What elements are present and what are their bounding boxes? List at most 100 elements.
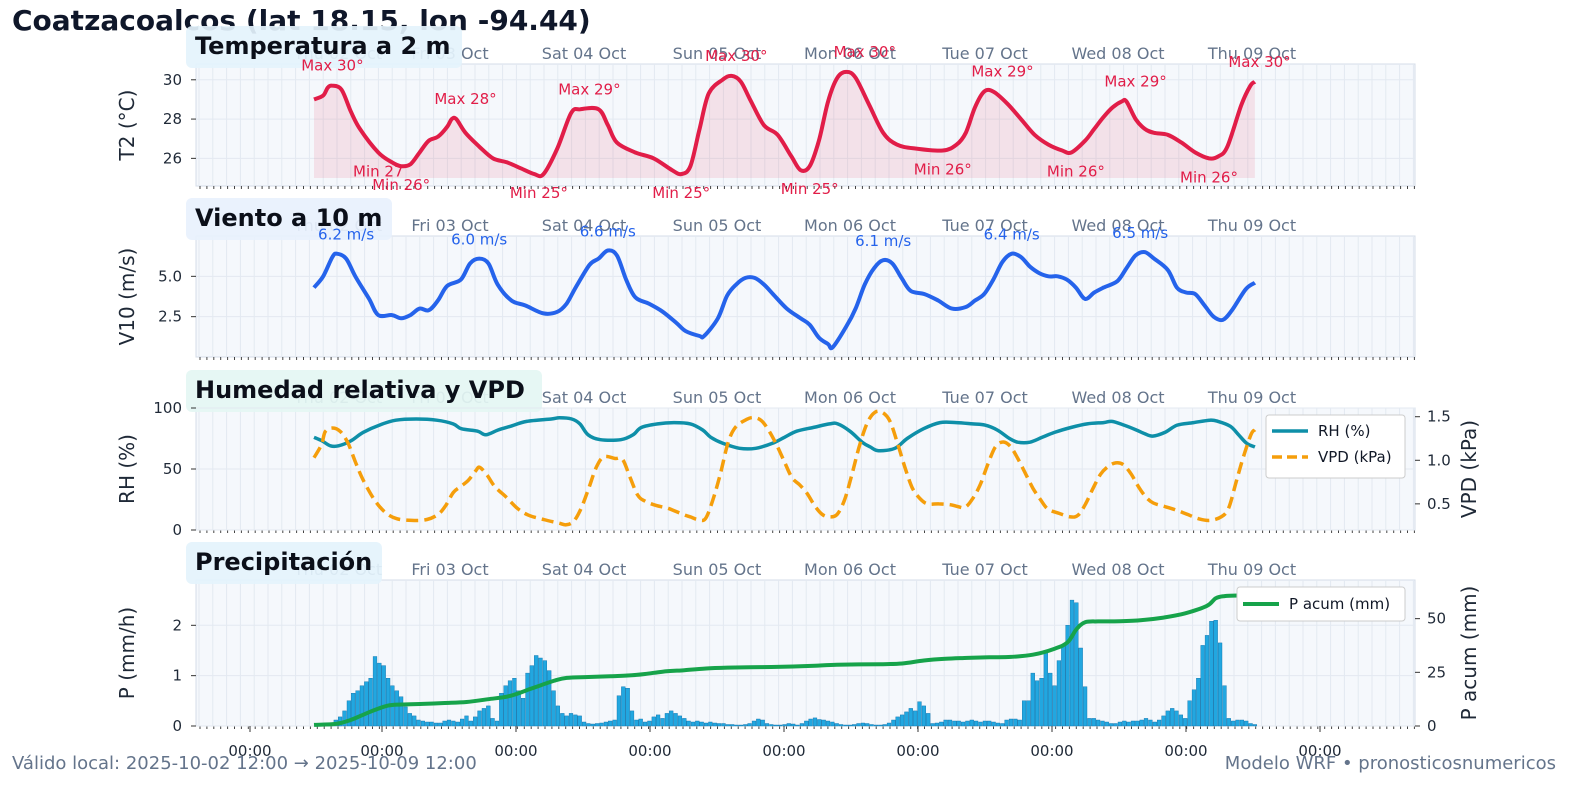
y-tick-label: 0 [172, 717, 182, 735]
precip-bar [446, 719, 452, 727]
precip-bar [420, 720, 425, 727]
precip-bar [952, 720, 957, 727]
precip-bar [873, 724, 879, 727]
precip-bar [886, 722, 892, 727]
precip-bar [1252, 724, 1257, 727]
precip-bar [1239, 719, 1244, 727]
precip-bar [425, 721, 430, 727]
precip-bar [930, 723, 935, 727]
day-label: Tue 07 Oct [941, 388, 1028, 407]
precip-bar [1065, 625, 1070, 727]
precip-bar [690, 721, 696, 727]
precip-bar [987, 720, 992, 727]
precip-bar [442, 720, 447, 727]
temperature-max-label: Max 30° [705, 47, 767, 65]
precip-bar [956, 720, 961, 727]
precip-bar [891, 719, 896, 727]
panel-title: Temperatura a 2 m [195, 32, 451, 60]
precip-bar [1000, 723, 1005, 727]
day-label: Thu 09 Oct [1207, 560, 1296, 579]
precip-bar [359, 685, 364, 727]
precip-bar [542, 660, 547, 727]
wind-max-label: 6.1 m/s [855, 232, 911, 250]
precip-bar [355, 690, 360, 727]
y-tick-label: 30 [163, 71, 182, 89]
precip-bar [429, 721, 434, 727]
y-axis-title: P (mm/h) [115, 607, 139, 699]
precip-bar [1048, 672, 1053, 727]
precip-bar [808, 718, 813, 727]
precip-bar [1235, 719, 1240, 727]
precip-bar [904, 711, 909, 727]
precip-bar [1231, 720, 1236, 727]
precip-bar [1156, 719, 1162, 727]
precip-bar [882, 724, 887, 727]
vpd-line [312, 409, 1257, 527]
precip-bar [664, 713, 669, 727]
precip-bar [991, 721, 996, 727]
precip-bar [1187, 700, 1192, 727]
precip-bar [747, 723, 752, 727]
precip-bar [717, 723, 722, 727]
precip-bar [795, 724, 800, 727]
precip-bar [1034, 680, 1040, 727]
precip-bar [403, 706, 408, 727]
precip-bar [1095, 719, 1101, 727]
rh-line [313, 416, 1256, 453]
precip-bar [1087, 718, 1092, 727]
day-label: Mon 06 Oct [804, 388, 896, 407]
precip-bar [1074, 602, 1079, 727]
precip-bar [721, 723, 726, 727]
precip-bar [769, 724, 774, 727]
precip-bar [1152, 721, 1157, 727]
precip-bar [760, 719, 765, 727]
temperature-min-label: Min 26° [1047, 163, 1105, 181]
precip-bar [974, 720, 979, 727]
temperature-min-label: Min 26° [914, 161, 972, 179]
day-label: Sun 05 Oct [673, 560, 762, 579]
precip-bar [1204, 635, 1210, 727]
y-right-axis-title: VPD (kPa) [1457, 420, 1481, 518]
day-label: Thu 09 Oct [1207, 216, 1296, 235]
temperature-min-label: Min 26° [372, 176, 430, 194]
precip-bar [1213, 620, 1218, 727]
y-right-tick-label: 0 [1427, 717, 1437, 735]
precip-bar [682, 718, 687, 727]
precip-bar [1061, 645, 1066, 727]
day-label: Tue 07 Oct [941, 216, 1028, 235]
precip-bar [1196, 678, 1201, 727]
x-tick-label: 00:00 [1298, 742, 1341, 760]
precip-bar [534, 655, 539, 727]
x-tick-label: 00:00 [360, 742, 403, 760]
temperature-min-label: Min 27 [353, 163, 403, 181]
wind-max-label: 6.4 m/s [984, 226, 1040, 244]
precip-bar [460, 718, 465, 727]
precip-bar [1082, 686, 1088, 727]
precip-bar [608, 720, 613, 727]
precip-bar [704, 722, 709, 727]
precip-bar [734, 724, 739, 727]
precip-bar [1139, 719, 1144, 727]
panel-background [195, 235, 1416, 358]
precip-bar [521, 698, 526, 727]
precip-bar [660, 718, 665, 727]
precip-bar [1183, 718, 1188, 727]
precip-bar [695, 720, 700, 727]
precip-bar [673, 713, 678, 727]
precip-bar [1039, 678, 1044, 727]
precip-bar [817, 719, 822, 727]
legend-acum-label: P acum (mm) [1289, 595, 1390, 613]
valid-period-footer: Válido local: 2025-10-02 12:00 → 2025-10… [12, 753, 477, 774]
precip-bar [843, 724, 848, 727]
y-tick-label: 2.5 [158, 308, 182, 326]
panel-title-tag [186, 198, 392, 240]
precip-bar [751, 720, 757, 727]
precip-bar [834, 723, 839, 727]
y-axis-title: V10 (m/s) [115, 248, 139, 346]
precip-bar [590, 723, 595, 727]
precip-bar [1148, 719, 1153, 727]
precip-bar [1030, 672, 1035, 727]
day-label: Fri 03 Oct [411, 560, 488, 579]
y-right-axis-title: P acum (mm) [1457, 586, 1481, 721]
precip-bar [1056, 660, 1061, 727]
